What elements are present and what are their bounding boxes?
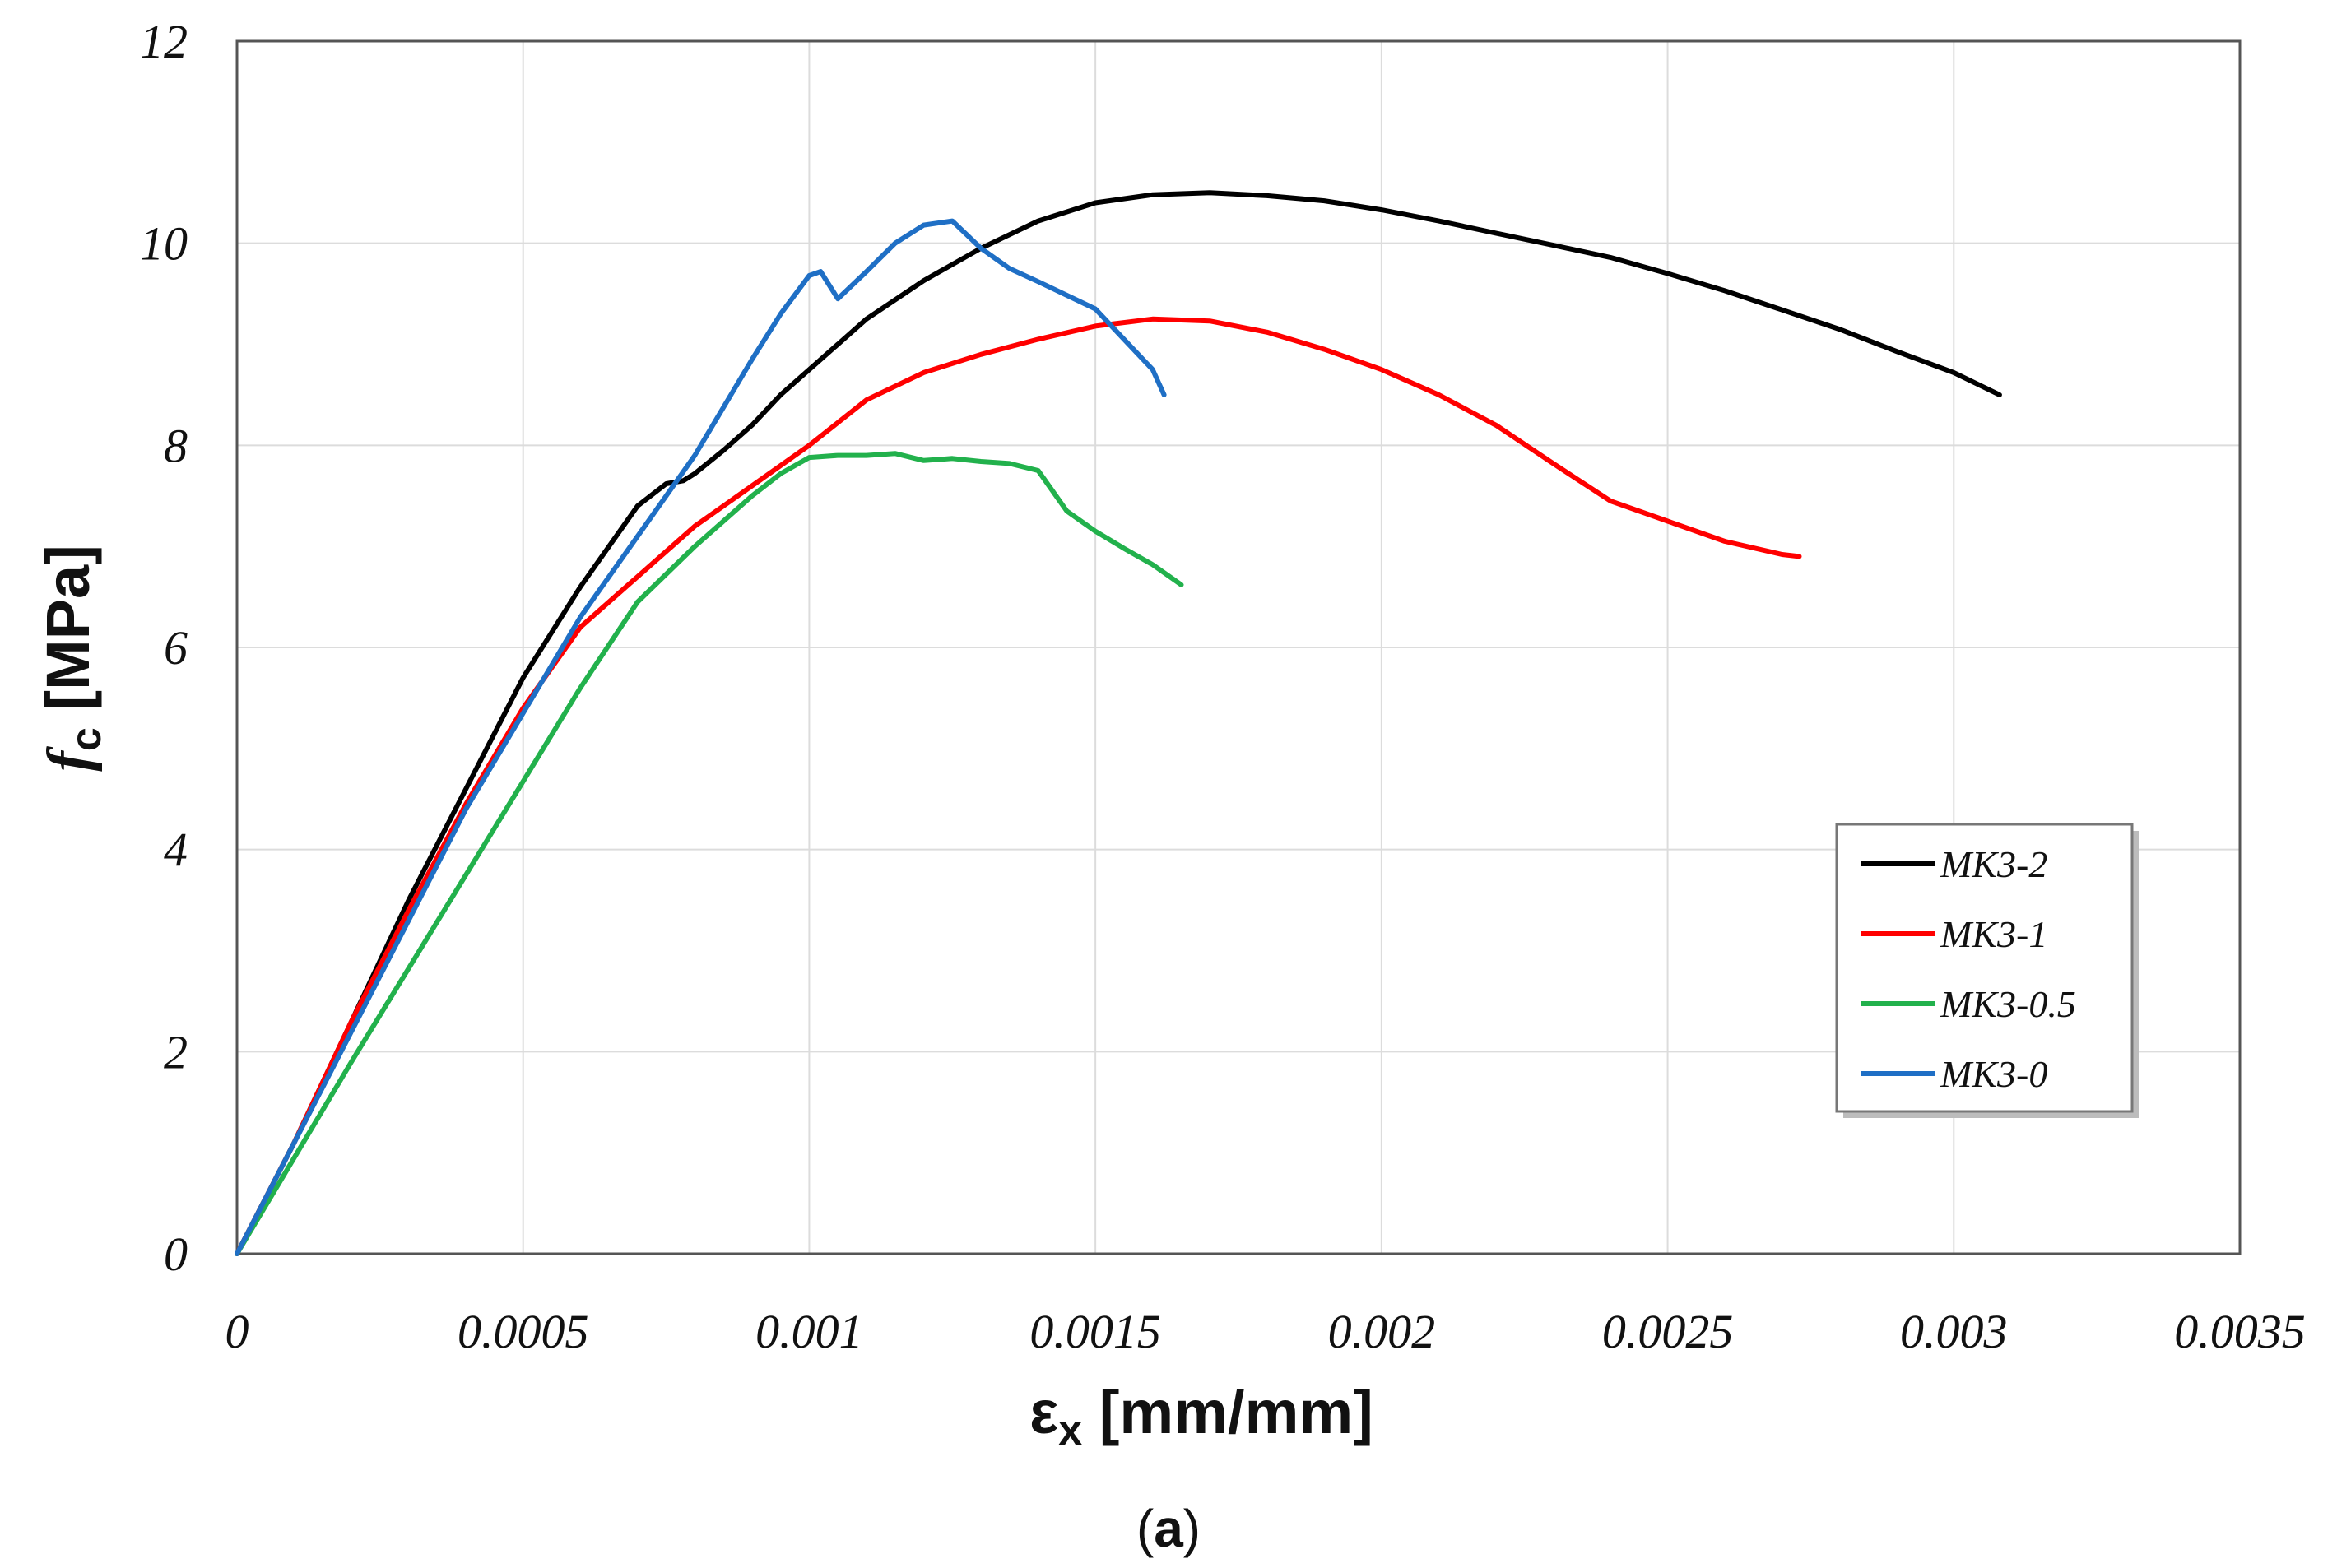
x-tick-label: 0.0035 — [2174, 1305, 2306, 1358]
y-tick-label: 0 — [164, 1227, 188, 1281]
caption-close-paren: ) — [1183, 1499, 1201, 1558]
x-tick-label: 0.0025 — [1602, 1305, 1734, 1358]
legend-label-mk3-1: MK3-1 — [1940, 913, 2047, 955]
x-axis-label: εx [mm/mm] — [1029, 1378, 1373, 1454]
legend-label-mk3-0: MK3-0 — [1940, 1053, 2047, 1095]
plot-area-frame — [235, 39, 2242, 1255]
y-tick-label: 2 — [164, 1025, 188, 1079]
legend-label-mk3-0-5: MK3-0.5 — [1940, 983, 2076, 1025]
x-tick-label: 0 — [225, 1305, 249, 1358]
series-line-mk3-2 — [235, 190, 2002, 1256]
caption-open-paren: ( — [1136, 1499, 1154, 1558]
caption-letter: a — [1154, 1499, 1183, 1558]
x-axis-symbol: ε — [1029, 1378, 1058, 1446]
y-tick-label: 4 — [164, 823, 188, 877]
y-axis-label: fc [MPa] — [34, 545, 110, 772]
y-tick-label: 12 — [140, 15, 188, 68]
figure-caption: (a) — [1136, 1499, 1201, 1558]
series-line-mk3-1 — [235, 316, 1802, 1256]
x-tick-label: 0.003 — [1900, 1305, 2008, 1358]
y-axis-unit: [MPa] — [34, 545, 102, 727]
x-tick-label: 0.0015 — [1029, 1305, 1161, 1358]
series-layer — [235, 190, 2002, 1256]
y-axis-subscript: c — [63, 727, 110, 751]
legend-items: MK3-2 MK3-1 MK3-0.5 MK3-0 — [1861, 843, 2076, 1095]
tick-labels: 0 0.0005 0.001 0.0015 0.002 0.0025 0.003 0.0035… — [140, 15, 2306, 1358]
legend-box — [1835, 823, 2134, 1113]
y-tick-label: 10 — [140, 217, 188, 271]
y-tick-label: 8 — [164, 419, 188, 472]
legend: MK3-2 MK3-1 MK3-0.5 MK3-0 — [1835, 823, 2139, 1118]
x-tick-label: 0.001 — [755, 1305, 863, 1358]
series-line-mk3-0 — [235, 218, 1167, 1256]
series-line-mk3-0-5 — [235, 451, 1184, 1256]
x-tick-label: 0.002 — [1328, 1305, 1436, 1358]
x-tick-label: 0.0005 — [458, 1305, 589, 1358]
legend-label-mk3-2: MK3-2 — [1940, 843, 2047, 885]
x-axis-subscript: x — [1058, 1407, 1082, 1454]
y-tick-label: 6 — [164, 621, 188, 675]
x-axis-unit: [mm/mm] — [1082, 1378, 1373, 1446]
